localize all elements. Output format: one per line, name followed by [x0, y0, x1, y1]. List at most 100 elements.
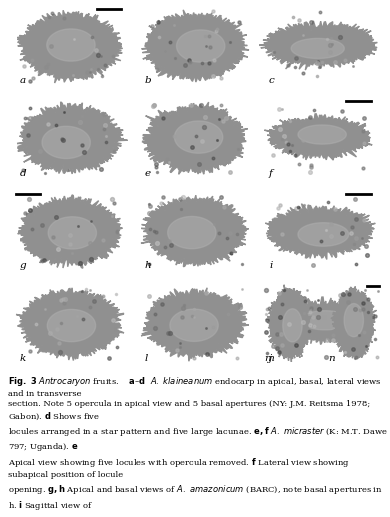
Point: [227, 168, 233, 176]
Point: [300, 318, 306, 326]
Point: [67, 239, 74, 248]
Point: [91, 297, 97, 305]
Point: [100, 236, 106, 244]
Point: [328, 34, 334, 42]
Point: [101, 121, 108, 130]
Point: [159, 300, 165, 309]
Point: [228, 249, 234, 257]
Point: [300, 136, 307, 144]
Point: [170, 21, 177, 29]
Point: [353, 260, 359, 268]
Point: [314, 59, 320, 67]
Point: [266, 305, 272, 313]
Polygon shape: [291, 38, 344, 58]
Point: [236, 301, 243, 310]
Point: [154, 168, 160, 176]
Point: [360, 164, 366, 172]
Point: [53, 213, 59, 221]
Point: [332, 205, 338, 213]
Point: [227, 38, 233, 47]
Point: [200, 123, 207, 131]
Point: [342, 347, 349, 356]
Point: [95, 51, 101, 59]
Point: [360, 306, 366, 314]
Point: [218, 101, 224, 110]
Point: [77, 258, 83, 267]
Point: [277, 201, 284, 209]
Point: [325, 197, 332, 206]
Point: [109, 195, 115, 203]
Text: n: n: [328, 354, 335, 363]
Point: [204, 350, 210, 358]
Point: [291, 63, 298, 71]
Polygon shape: [264, 114, 372, 160]
Point: [100, 292, 106, 300]
Point: [301, 302, 308, 311]
Polygon shape: [283, 309, 302, 342]
Point: [50, 233, 56, 241]
Polygon shape: [266, 297, 375, 344]
Point: [328, 39, 335, 48]
Point: [58, 319, 64, 327]
Point: [167, 38, 173, 46]
Point: [69, 249, 75, 257]
Point: [89, 33, 95, 41]
Point: [167, 328, 173, 337]
Point: [165, 237, 172, 246]
Point: [345, 298, 351, 306]
Point: [263, 310, 269, 318]
Point: [191, 354, 197, 362]
Point: [41, 255, 48, 264]
Point: [287, 146, 293, 155]
Point: [279, 135, 285, 144]
Point: [42, 169, 48, 177]
Point: [276, 289, 282, 297]
Point: [356, 331, 362, 340]
Point: [81, 148, 87, 156]
Point: [278, 329, 284, 338]
Point: [372, 312, 378, 321]
Point: [172, 54, 179, 62]
Polygon shape: [47, 29, 95, 61]
Point: [49, 203, 55, 211]
Point: [197, 160, 203, 169]
Point: [187, 58, 193, 66]
Point: [292, 151, 298, 159]
Point: [218, 74, 224, 82]
Point: [149, 22, 156, 30]
Point: [171, 132, 177, 140]
Point: [315, 313, 321, 321]
Point: [330, 336, 336, 344]
Polygon shape: [174, 121, 223, 153]
Text: l: l: [144, 354, 147, 363]
Polygon shape: [168, 217, 216, 249]
Point: [306, 327, 312, 335]
Point: [154, 65, 160, 73]
Point: [227, 229, 233, 237]
Polygon shape: [331, 286, 376, 359]
Point: [221, 203, 227, 211]
Point: [213, 27, 219, 35]
Point: [79, 141, 85, 149]
Point: [330, 331, 336, 340]
Point: [110, 316, 116, 324]
Point: [315, 56, 321, 65]
Point: [285, 61, 291, 69]
Point: [178, 205, 184, 213]
Text: a: a: [20, 77, 26, 85]
Point: [352, 354, 358, 362]
Point: [55, 245, 62, 253]
Point: [317, 237, 324, 246]
Point: [294, 331, 301, 340]
Point: [103, 138, 110, 146]
Point: [274, 329, 280, 338]
Point: [101, 110, 107, 118]
Text: f: f: [269, 169, 273, 178]
Point: [61, 14, 67, 22]
Text: j: j: [269, 354, 272, 363]
Point: [362, 285, 368, 294]
Point: [300, 309, 307, 317]
Point: [296, 160, 302, 168]
Point: [275, 297, 281, 306]
Point: [264, 305, 271, 313]
